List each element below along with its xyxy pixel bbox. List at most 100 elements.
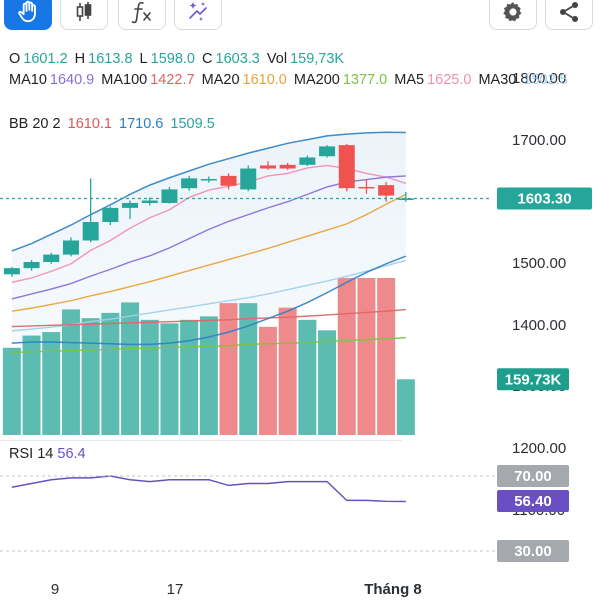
- indicators-button[interactable]: [174, 0, 222, 30]
- candle-body: [161, 189, 178, 203]
- share-button[interactable]: [545, 0, 593, 30]
- volume-bar: [22, 335, 41, 435]
- volume-value: 159,73K: [290, 51, 345, 67]
- ma100-label: MA100: [101, 72, 148, 88]
- open-value: 1601.2: [23, 51, 68, 67]
- current-volume-tag: 159.73K: [505, 371, 562, 388]
- volume-label: Vol: [266, 51, 288, 67]
- candle-body: [338, 145, 355, 189]
- ma200-value: 1377.0: [342, 72, 388, 88]
- hand-tool-button[interactable]: [4, 0, 52, 30]
- close-label: C: [202, 51, 213, 67]
- price-tick-label: 1400.00: [512, 317, 566, 334]
- time-label: 9: [51, 581, 59, 598]
- candle-body: [397, 198, 414, 200]
- time-label: 17: [167, 581, 184, 598]
- chart-toolbar: [0, 0, 600, 38]
- ma20-value: 1610.0: [242, 72, 287, 88]
- candle-body: [23, 262, 40, 269]
- share-icon: [560, 2, 578, 22]
- rsi-separator: [0, 440, 402, 441]
- candle-body: [378, 185, 395, 196]
- price-tick-label: 1800.00: [512, 70, 566, 87]
- volume-bar: [377, 278, 396, 435]
- volume-bar: [2, 347, 21, 435]
- candle-body: [102, 207, 119, 223]
- volume-bar: [318, 330, 337, 435]
- volume-bar: [180, 319, 199, 435]
- rsi-30-tag: 30.00: [514, 543, 552, 560]
- price-tick-label: 1500.00: [512, 255, 566, 272]
- rsi-value-tag: 56.40: [514, 493, 552, 510]
- bb-upper-value: 1710.6: [119, 116, 164, 132]
- rsi-70-tag-bg: [497, 465, 569, 487]
- candle-body: [240, 168, 257, 190]
- volume-bar: [42, 332, 61, 435]
- candle-body: [319, 146, 336, 157]
- function-button[interactable]: [118, 0, 166, 30]
- candle-body: [279, 164, 296, 169]
- grid: [0, 440, 402, 441]
- volume-bar: [239, 303, 258, 435]
- ma5-label: MA5: [394, 72, 425, 88]
- bb-lower-value: 1509.5: [170, 116, 215, 132]
- ma10-value: 1640.9: [49, 72, 95, 88]
- time-label: Tháng 8: [364, 581, 422, 598]
- bb-label: BB 20 2: [9, 116, 61, 132]
- rsi-panel: [0, 475, 495, 552]
- candle-body: [358, 186, 375, 189]
- rsi-30-tag-bg: [497, 540, 569, 562]
- current-price-tag-bg: [497, 187, 592, 210]
- current-volume-tag-bg: [497, 368, 569, 391]
- candle-body: [62, 240, 79, 255]
- ohlc-legend: O 1601.2 H 1613.8 L 1598.0 C 1603.3 Vol 159,7…: [9, 49, 347, 69]
- ma-legend: MA10 1640.9 MA100 1422.7 MA20 1610.0 MA200 1…: [9, 69, 599, 92]
- candle-body: [82, 222, 99, 241]
- ma-line-ma30: [11, 259, 407, 332]
- candle-body: [200, 178, 217, 181]
- rsi-label: RSI 14: [9, 446, 54, 462]
- volume-bar: [278, 307, 297, 435]
- bollinger-legend: BB 20 2 1610.1 1710.6 1509.5: [9, 114, 218, 134]
- volume-bar: [81, 318, 100, 435]
- ma200-label: MA200: [293, 72, 340, 88]
- ma-line-bb-lower: [11, 255, 407, 346]
- volume-bar: [258, 326, 277, 435]
- settings-button[interactable]: [489, 0, 537, 30]
- indicators-magic-icon: [189, 2, 207, 21]
- high-value: 1613.8: [88, 51, 133, 67]
- volume-bars: [2, 278, 415, 435]
- hand-tool-icon: [18, 0, 36, 23]
- ma10-label: MA10: [9, 72, 47, 88]
- candlestick-button[interactable]: [60, 0, 108, 30]
- low-value: 1598.0: [150, 51, 195, 67]
- ma-line-bb-upper: [11, 131, 406, 252]
- candle-body: [43, 254, 60, 262]
- bb-middle-value: 1610.1: [67, 116, 112, 132]
- price-axis: 1800.001700.001500.001400.001300.001200.…: [0, 70, 592, 562]
- price-tick-label: 1200.00: [512, 440, 566, 457]
- time-axis: 9 17 Tháng 8: [51, 581, 422, 598]
- volume-bar: [219, 303, 238, 435]
- candlestick-icon: [76, 2, 92, 21]
- ma5-value: 1625.0: [427, 72, 472, 88]
- candle-body: [220, 175, 237, 186]
- price-chart[interactable]: 1800.001700.001500.001400.001300.001200.…: [0, 44, 600, 600]
- volume-bar: [140, 319, 159, 435]
- current-price-tag: 1603.30: [517, 190, 571, 207]
- ma30-label: MA30: [478, 72, 517, 88]
- ma-line-ma200: [11, 336, 406, 354]
- gear-icon: [503, 2, 522, 22]
- candle-body: [259, 165, 276, 169]
- volume-bar: [121, 302, 140, 435]
- volume-bar: [298, 319, 317, 435]
- volume-bar: [199, 316, 218, 435]
- function-icon: [131, 1, 151, 24]
- ma-line-ma20: [11, 193, 407, 312]
- ma30-value: 1502.5: [523, 72, 568, 88]
- volume-bar: [337, 278, 356, 435]
- rsi-70-tag: 70.00: [514, 468, 552, 485]
- price-tick-label: 1700.00: [512, 132, 566, 149]
- rsi-line: [11, 475, 406, 503]
- candle-body: [299, 157, 316, 165]
